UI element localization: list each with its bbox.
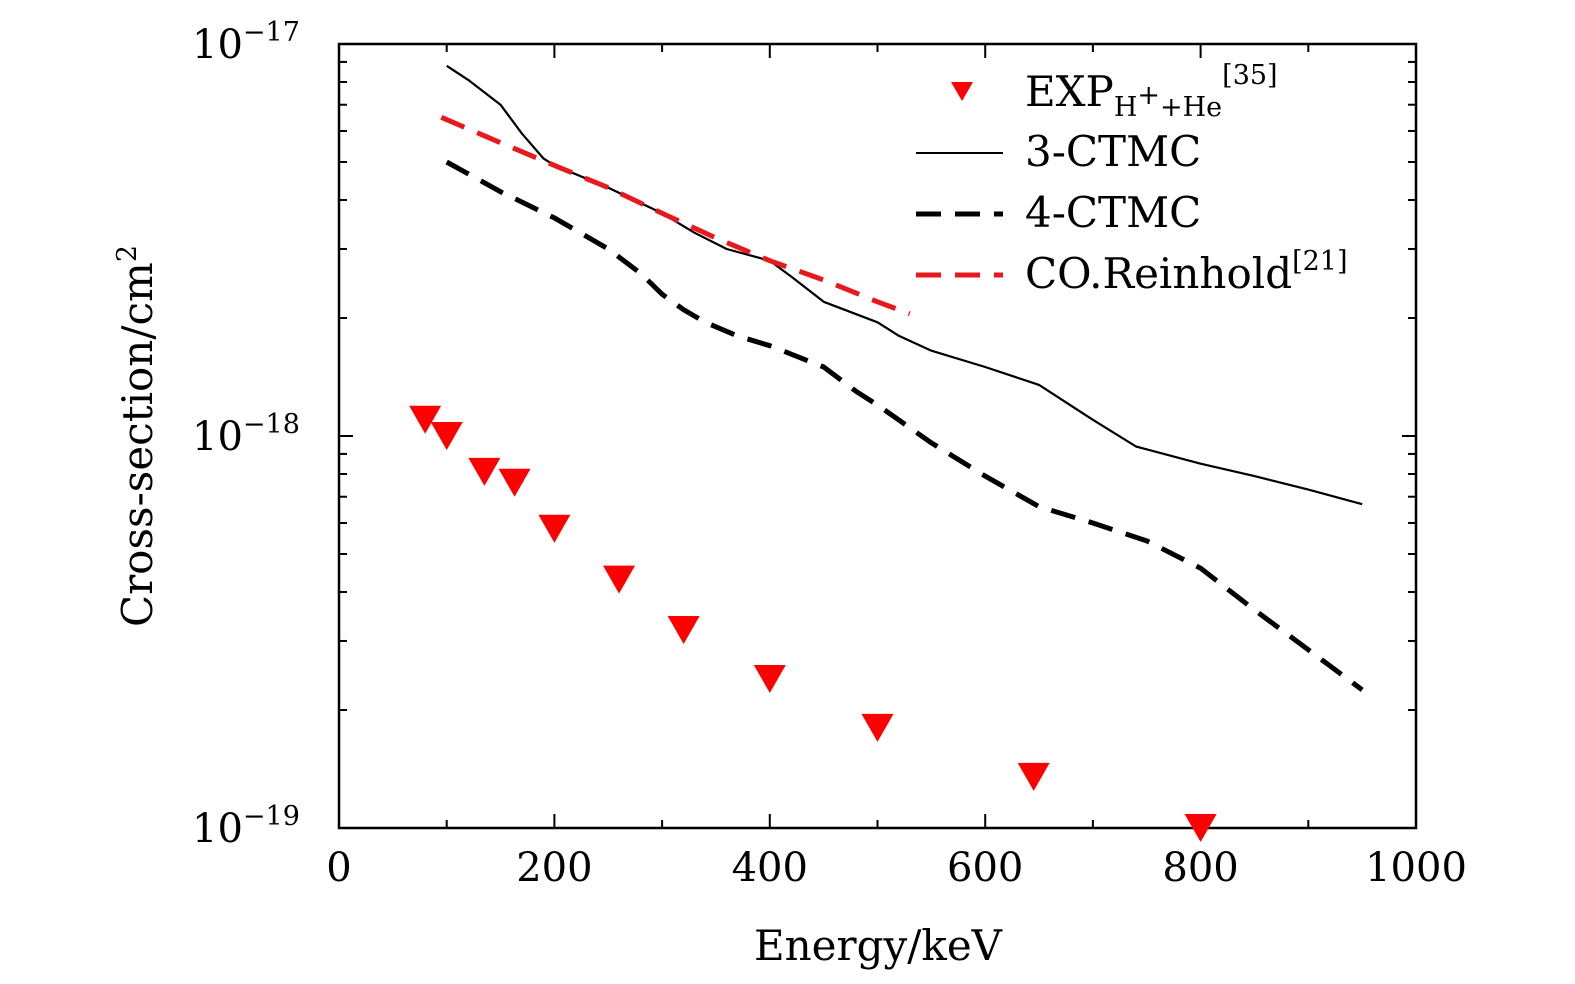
y-tick-label: 10−19	[192, 801, 300, 852]
legend-label-coreinhold: CO.Reinhold[21]	[1025, 246, 1348, 298]
legend-label-exp-sub-tail: +He	[1160, 92, 1222, 123]
series-exp-point	[603, 565, 636, 594]
y-tick-label-exp: −18	[243, 409, 300, 440]
legend-label-exp-sub-sup: +	[1137, 80, 1160, 111]
legend-label-exp-main: EXP	[1025, 67, 1114, 116]
series-4-ctmc-line	[445, 159, 1364, 692]
series-exp-point	[409, 405, 442, 434]
series-exp-point	[1184, 814, 1217, 842]
series-exp-point	[667, 615, 700, 644]
y-tick-label-base: 10	[192, 806, 243, 852]
y-tick-label: 10−18	[192, 409, 300, 460]
x-tick-label: 600	[947, 845, 1023, 891]
legend-label-exp-sub: H	[1114, 92, 1138, 123]
x-tick-label: 1000	[1365, 845, 1467, 891]
series-exp-point	[861, 713, 894, 742]
y-axis-title: Cross-section/cm2	[112, 245, 162, 627]
legend: EXPH++He[35] 3-CTMC 4-CTMC CO.Reinhold[2…	[916, 60, 1348, 298]
x-tick-label: 200	[516, 845, 592, 891]
legend-label-exp-sup: [35]	[1222, 60, 1277, 91]
series-exp-point	[753, 664, 786, 693]
series-exp-point	[430, 422, 463, 450]
series-exp-point	[1017, 762, 1050, 791]
y-tick-label-base: 10	[192, 22, 243, 68]
x-tick-label: 0	[326, 845, 351, 891]
series-layer	[409, 64, 1364, 842]
legend-label-coreinhold-sup: [21]	[1292, 246, 1347, 277]
series-co-reinhold-line	[440, 115, 911, 317]
legend-label-4ctmc: 4-CTMC	[1025, 188, 1201, 237]
plot-frame	[337, 42, 1418, 830]
x-tick-label: 800	[1162, 845, 1238, 891]
legend-label-3ctmc: 3-CTMC	[1025, 127, 1201, 176]
series-exp-point	[498, 468, 531, 497]
y-axis-title-text: Cross-section/cm	[113, 262, 162, 627]
series-3-ctmc-line	[446, 64, 1363, 506]
x-axis-ticks: 0 200 400 600 800 1000	[326, 44, 1467, 891]
legend-label-coreinhold-main: CO.Reinhold	[1025, 249, 1292, 298]
y-tick-label-base: 10	[192, 414, 243, 460]
y-tick-label: 10−17	[192, 17, 300, 68]
legend-label-exp: EXPH++He[35]	[1025, 60, 1278, 123]
x-axis-title: Energy/keV	[754, 921, 1003, 970]
series-exp-point	[538, 514, 571, 543]
y-tick-label-exp: −17	[243, 17, 300, 48]
y-axis-title-sup: 2	[112, 245, 143, 262]
legend-marker-exp	[951, 82, 973, 101]
x-tick-label: 400	[732, 845, 808, 891]
y-tick-label-exp: −19	[243, 801, 300, 832]
series-exp-point	[468, 457, 501, 486]
